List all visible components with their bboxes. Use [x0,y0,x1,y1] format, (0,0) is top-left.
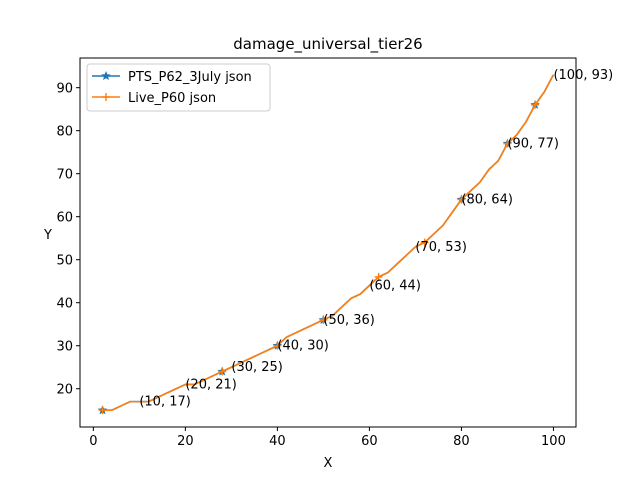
data-label: (70, 53) [415,240,467,255]
data-label: (40, 30) [277,339,329,354]
x-tick-label: 80 [453,434,470,449]
series-2 [98,74,555,415]
data-point [457,195,466,204]
data-label: (30, 25) [231,360,283,375]
y-tick-label: 80 [56,125,73,140]
data-annotations: (10, 17) (20, 21) (30, 25) (40, 30) (50, 36)… [139,68,613,410]
y-tick-label: 20 [56,383,73,398]
legend-marker [101,71,111,81]
x-tick-label: 100 [541,434,566,449]
x-axis-label: X [324,456,333,471]
plot-area [97,74,555,415]
data-label: (80, 64) [461,192,512,207]
data-label: (10, 17) [139,395,191,410]
x-tick-label: 20 [177,434,194,449]
y-tick-label: 70 [56,168,73,183]
chart-title: damage_universal_tier26 [233,35,422,54]
data-point [531,100,540,109]
legend-box [86,63,271,112]
data-point [420,238,429,247]
legend-label: PTS_P62_3July json [128,70,252,85]
data-point [98,406,107,415]
y-tick-label: 30 [56,340,73,355]
x-tick-label: 0 [89,434,97,449]
data-point [319,315,328,324]
data-point [273,341,282,350]
series-line [102,74,555,412]
data-label: (60, 44) [369,279,421,294]
y-axis: 20 30 40 50 60 70 80 90 [56,82,80,398]
data-point [503,139,512,148]
legend-marker [102,93,110,101]
data-label: (20, 21) [185,377,237,392]
x-axis: 0 20 40 60 80 100 [89,427,566,449]
legend-item-2: Live_P60 json [92,91,216,106]
data-label: (90, 77) [507,137,559,152]
legend: PTS_P62_3July json Live_P60 json [86,63,271,112]
y-tick-label: 40 [56,297,73,312]
y-axis-label: Y [43,228,52,243]
y-tick-label: 50 [56,254,73,269]
legend-item-1: PTS_P62_3July json [92,70,252,85]
plot-frame [79,57,577,428]
data-label: (50, 36) [323,313,375,328]
legend-label: Live_P60 json [128,91,216,106]
data-label: (100, 93) [553,68,613,83]
data-point [218,367,227,376]
data-point [374,272,383,281]
y-tick-label: 60 [56,211,73,226]
y-tick-label: 90 [56,82,73,97]
x-tick-label: 60 [361,434,378,449]
x-tick-label: 40 [269,434,286,449]
